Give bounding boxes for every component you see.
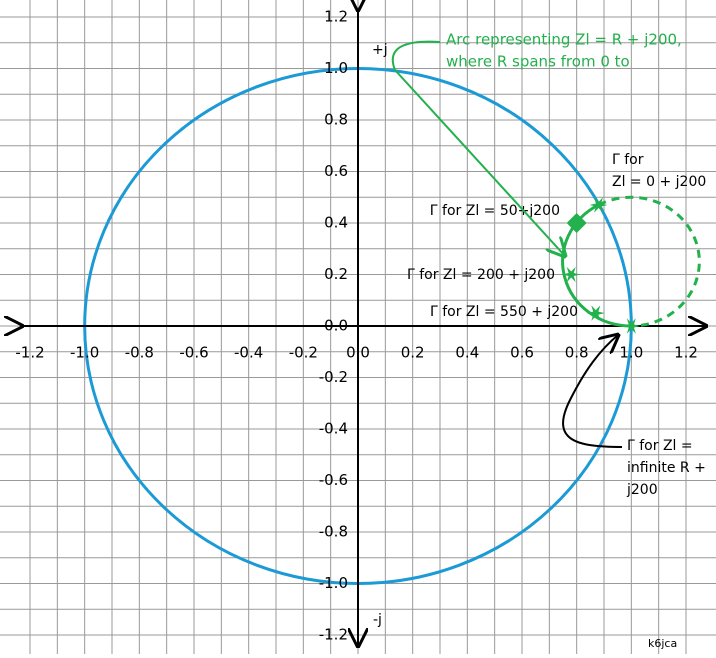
point (622, 318, 641, 334)
annotation: +j (372, 42, 388, 58)
point (589, 197, 608, 213)
point-label: Γ for Zl = 200 + j200 (407, 267, 555, 283)
x-tick-label: -0.8 (125, 344, 154, 362)
y-tick-label: -1.0 (319, 574, 348, 592)
x-tick-label: 0.6 (510, 344, 534, 362)
point-label: j200 (626, 482, 658, 498)
x-tick-label: 0.8 (565, 344, 589, 362)
y-tick-label: 0.4 (324, 214, 348, 232)
y-tick-label: -0.6 (319, 471, 348, 489)
y-tick-label: 1.2 (324, 8, 348, 26)
x-tick-label: 0.0 (346, 344, 370, 362)
point-label: Γ for (612, 152, 644, 168)
point (566, 213, 587, 233)
y-tick-label: -0.4 (319, 420, 348, 438)
y-tick-label: -0.8 (319, 523, 348, 541)
point-label: Γ for Zl = 50+j200 (430, 203, 560, 219)
x-tick-label: 0.4 (455, 344, 479, 362)
note-arrow (391, 40, 565, 256)
y-tick-label: -1.2 (319, 626, 348, 644)
annotation: -j (373, 612, 382, 628)
x-tick-label: -1.2 (15, 344, 44, 362)
y-tick-label: 1.0 (324, 59, 348, 77)
arc-note: Arc representing Zl = R + j200, (446, 31, 682, 49)
point (562, 266, 581, 283)
arc-dashed (597, 195, 701, 328)
point-label: infinite R + (627, 460, 706, 476)
point-label: Zl = 0 + j200 (612, 174, 706, 190)
x-tick-label: -0.4 (234, 344, 263, 362)
y-tick-label: 0.0 (324, 317, 348, 335)
y-tick-label: 0.2 (324, 265, 348, 283)
point (586, 305, 605, 321)
arc-note: where R spans from 0 to (446, 53, 630, 71)
y-tick-label: 0.6 (324, 162, 348, 180)
x-tick-label: -0.2 (289, 344, 318, 362)
y-tick-label: 0.8 (324, 111, 348, 129)
x-tick-label: -1.0 (70, 344, 99, 362)
y-tick-label: -0.2 (319, 368, 348, 386)
x-tick-label: 1.0 (619, 344, 643, 362)
credit: k6jca (648, 637, 677, 650)
x-tick-label: -0.6 (179, 344, 208, 362)
x-tick-label: 1.2 (674, 344, 698, 362)
point-label: Γ for Zl = (627, 438, 693, 454)
x-tick-label: 0.2 (401, 344, 425, 362)
point-label: Γ for Zl = 550 + j200 (430, 304, 578, 320)
note-arrow (562, 335, 622, 448)
